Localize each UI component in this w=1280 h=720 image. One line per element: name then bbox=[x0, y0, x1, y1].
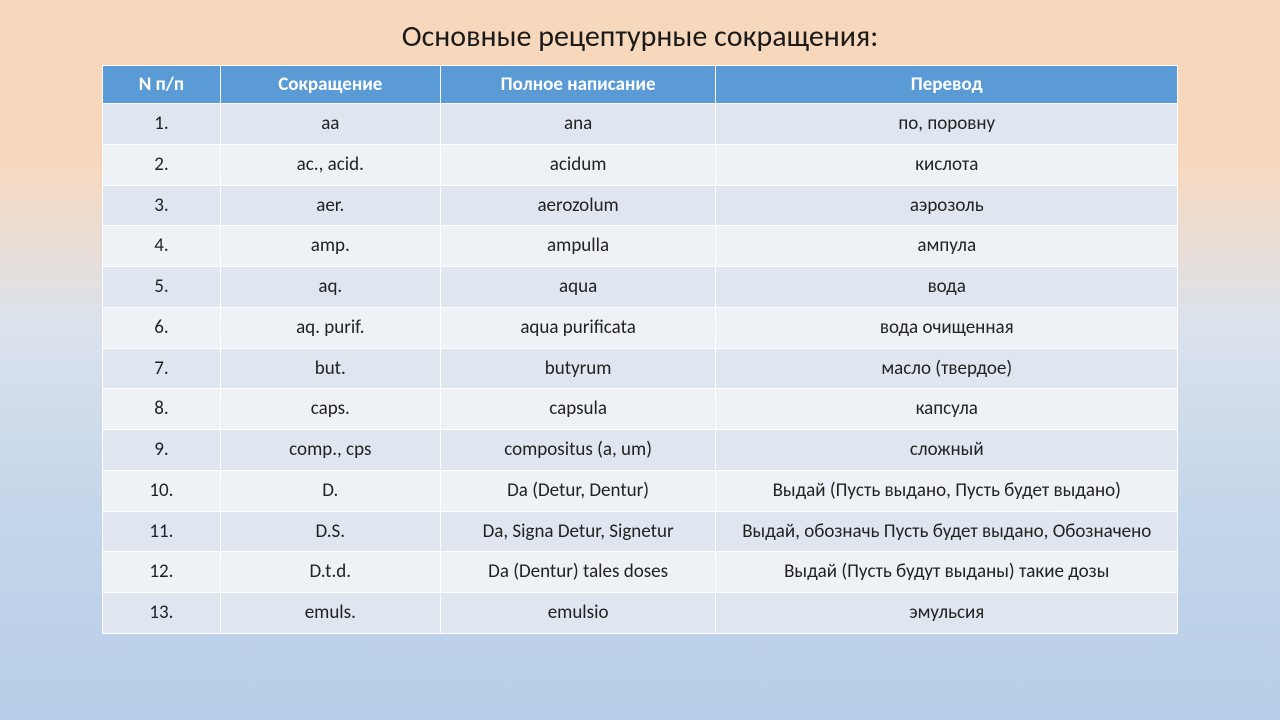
cell-translation: вода bbox=[716, 267, 1178, 308]
table-row: 8.caps.capsulaкапсула bbox=[103, 389, 1178, 430]
table-row: 11.D.S.Da, Signa Detur, SigneturВыдай, о… bbox=[103, 511, 1178, 552]
page-title: Основные рецептурные сокращения: bbox=[0, 18, 1280, 55]
cell-abbreviation: aq. purif. bbox=[220, 307, 440, 348]
cell-translation: эмульсия bbox=[716, 593, 1178, 634]
cell-abbreviation: ac., acid. bbox=[220, 144, 440, 185]
slide: Основные рецептурные сокращения: N п/п С… bbox=[0, 0, 1280, 720]
cell-number: 11. bbox=[103, 511, 221, 552]
cell-translation: Выдай (Пусть выдано, Пусть будет выдано) bbox=[716, 470, 1178, 511]
cell-translation: ампула bbox=[716, 226, 1178, 267]
cell-abbreviation: D.t.d. bbox=[220, 552, 440, 593]
cell-number: 10. bbox=[103, 470, 221, 511]
cell-translation: Выдай, обозначь Пусть будет выдано, Обоз… bbox=[716, 511, 1178, 552]
abbreviations-table: N п/п Сокращение Полное написание Перево… bbox=[102, 65, 1178, 634]
table-row: 12.D.t.d.Da (Dentur) tales dosesВыдай (П… bbox=[103, 552, 1178, 593]
cell-full: ana bbox=[440, 104, 716, 145]
cell-abbreviation: aa bbox=[220, 104, 440, 145]
cell-number: 4. bbox=[103, 226, 221, 267]
table-row: 7.but.butyrumмасло (твердое) bbox=[103, 348, 1178, 389]
cell-number: 13. bbox=[103, 593, 221, 634]
table-row: 4.amp.ampullaампула bbox=[103, 226, 1178, 267]
table-row: 2.ac., acid.acidumкислота bbox=[103, 144, 1178, 185]
cell-abbreviation: caps. bbox=[220, 389, 440, 430]
cell-abbreviation: aer. bbox=[220, 185, 440, 226]
cell-number: 7. bbox=[103, 348, 221, 389]
cell-abbreviation: D. bbox=[220, 470, 440, 511]
cell-abbreviation: aq. bbox=[220, 267, 440, 308]
cell-number: 12. bbox=[103, 552, 221, 593]
table-row: 6.aq. purif.aqua purificataвода очищенна… bbox=[103, 307, 1178, 348]
cell-translation: масло (твердое) bbox=[716, 348, 1178, 389]
cell-full: aerozolum bbox=[440, 185, 716, 226]
cell-full: compositus (a, um) bbox=[440, 430, 716, 471]
table-header: N п/п Сокращение Полное написание Перево… bbox=[103, 66, 1178, 104]
cell-abbreviation: emuls. bbox=[220, 593, 440, 634]
col-header-translation: Перевод bbox=[716, 66, 1178, 104]
cell-translation: капсула bbox=[716, 389, 1178, 430]
cell-translation: Выдай (Пусть будут выданы) такие дозы bbox=[716, 552, 1178, 593]
col-header-full: Полное написание bbox=[440, 66, 716, 104]
cell-number: 6. bbox=[103, 307, 221, 348]
cell-full: ampulla bbox=[440, 226, 716, 267]
cell-number: 2. bbox=[103, 144, 221, 185]
cell-full: Da (Detur, Dentur) bbox=[440, 470, 716, 511]
cell-abbreviation: amp. bbox=[220, 226, 440, 267]
cell-translation: аэрозоль bbox=[716, 185, 1178, 226]
cell-number: 5. bbox=[103, 267, 221, 308]
cell-number: 1. bbox=[103, 104, 221, 145]
cell-full: capsula bbox=[440, 389, 716, 430]
cell-full: acidum bbox=[440, 144, 716, 185]
cell-full: aqua bbox=[440, 267, 716, 308]
cell-translation: вода очищенная bbox=[716, 307, 1178, 348]
cell-number: 9. bbox=[103, 430, 221, 471]
cell-translation: кислота bbox=[716, 144, 1178, 185]
cell-full: butyrum bbox=[440, 348, 716, 389]
table-row: 9.comp., cpscompositus (a, um)сложный bbox=[103, 430, 1178, 471]
table-row: 1.aaanaпо, поровну bbox=[103, 104, 1178, 145]
cell-abbreviation: but. bbox=[220, 348, 440, 389]
table-body: 1.aaanaпо, поровну2.ac., acid.acidumкисл… bbox=[103, 104, 1178, 634]
cell-translation: по, поровну bbox=[716, 104, 1178, 145]
table-row: 13.emuls.emulsioэмульсия bbox=[103, 593, 1178, 634]
cell-full: emulsio bbox=[440, 593, 716, 634]
cell-translation: сложный bbox=[716, 430, 1178, 471]
cell-full: Da, Signa Detur, Signetur bbox=[440, 511, 716, 552]
cell-full: Da (Dentur) tales doses bbox=[440, 552, 716, 593]
table-row: 5.aq.aquaвода bbox=[103, 267, 1178, 308]
cell-full: aqua purificata bbox=[440, 307, 716, 348]
col-header-number: N п/п bbox=[103, 66, 221, 104]
cell-number: 3. bbox=[103, 185, 221, 226]
table-row: 3.aer.aerozolumаэрозоль bbox=[103, 185, 1178, 226]
cell-abbreviation: D.S. bbox=[220, 511, 440, 552]
cell-abbreviation: comp., cps bbox=[220, 430, 440, 471]
table-row: 10.D.Da (Detur, Dentur)Выдай (Пусть выда… bbox=[103, 470, 1178, 511]
table-header-row: N п/п Сокращение Полное написание Перево… bbox=[103, 66, 1178, 104]
cell-number: 8. bbox=[103, 389, 221, 430]
col-header-abbreviation: Сокращение bbox=[220, 66, 440, 104]
